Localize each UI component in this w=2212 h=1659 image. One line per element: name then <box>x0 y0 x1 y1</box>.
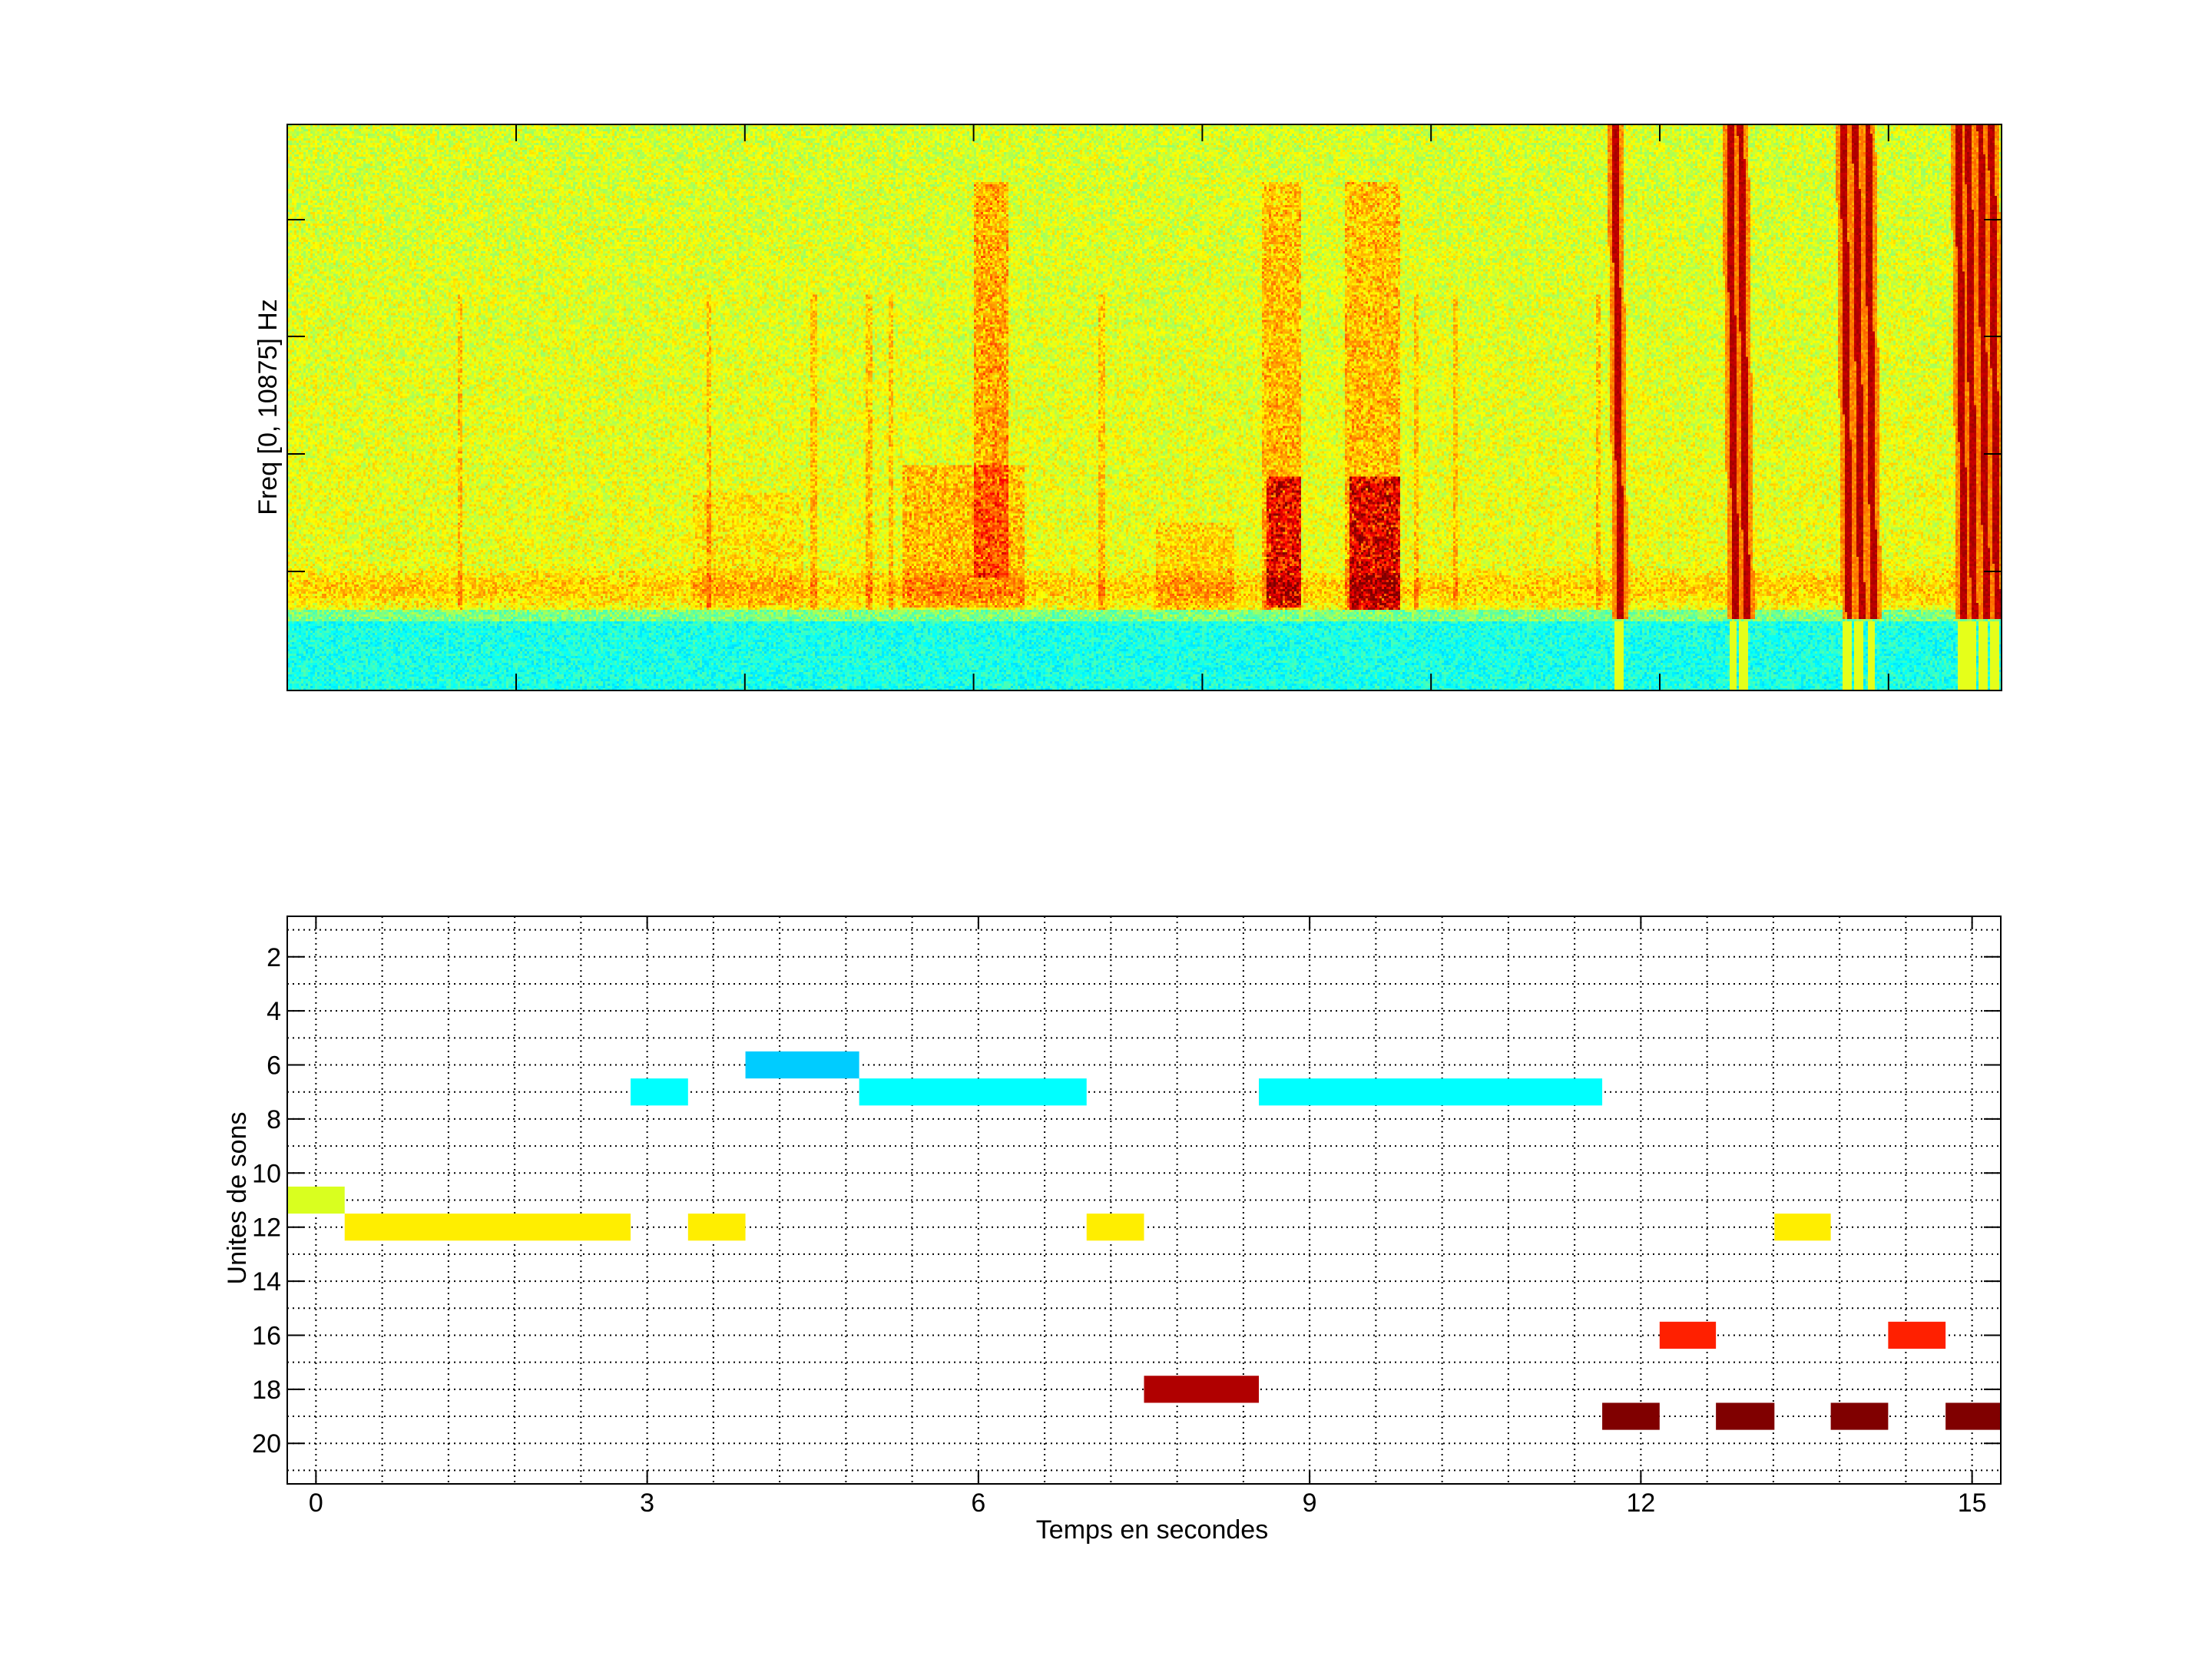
x-tick-label: 15 <box>1958 1488 1987 1518</box>
y-tick-label: 14 <box>252 1267 281 1296</box>
spectrogram-axes <box>286 124 2002 691</box>
y-tick-labels: 2 4 6 8 10 12 14 16 18 20 <box>252 943 281 1459</box>
segment-bar-unit-7 <box>859 1078 1087 1106</box>
y-tick-label: 2 <box>267 943 281 972</box>
axis-ticks <box>287 916 2001 1484</box>
x-tick-label: 9 <box>1303 1488 1317 1518</box>
y-tick-label: 6 <box>267 1051 281 1081</box>
segment-bar-unit-7 <box>1259 1078 1603 1106</box>
x-tick-labels: 0 3 6 9 12 15 <box>309 1488 1987 1518</box>
segment-bar-unit-12 <box>344 1214 631 1241</box>
segment-bar-unit-19 <box>1945 1402 2001 1430</box>
spectrogram-axes-frame <box>286 124 2002 691</box>
segment-bar-unit-19 <box>1716 1402 1775 1430</box>
x-tick-label: 0 <box>309 1488 323 1518</box>
y-tick-label: 20 <box>252 1429 281 1459</box>
y-tick-label: 16 <box>252 1321 281 1350</box>
segment-bar-unit-7 <box>631 1078 688 1106</box>
segments-axes: 0 3 6 9 12 15 2 4 6 8 10 12 14 16 18 20 <box>252 916 2002 1518</box>
spectrogram-ticks <box>287 124 2002 690</box>
segment-bar-unit-19 <box>1602 1402 1660 1430</box>
segment-bar-unit-6 <box>745 1051 859 1079</box>
spectrogram-ylabel: Freq [0, 10875] Hz <box>253 299 283 515</box>
y-tick-label: 12 <box>252 1214 281 1243</box>
y-tick-label: 8 <box>267 1105 281 1134</box>
segment-bar-unit-18 <box>1144 1376 1259 1403</box>
segment-bar-unit-12 <box>687 1214 746 1241</box>
y-tick-label: 10 <box>252 1159 281 1188</box>
segment-bars <box>287 1051 2001 1430</box>
segment-bar-unit-16 <box>1888 1321 1946 1349</box>
spectrogram-image <box>287 124 2002 690</box>
segment-bar-unit-12 <box>1086 1214 1144 1241</box>
y-tick-label: 18 <box>252 1376 281 1405</box>
segment-bar-unit-19 <box>1830 1402 1889 1430</box>
x-tick-label: 12 <box>1626 1488 1655 1518</box>
x-tick-label: 3 <box>640 1488 654 1518</box>
segments-axes-frame <box>286 916 2002 1485</box>
x-tick-label: 6 <box>971 1488 985 1518</box>
x-axis-label: Temps en secondes <box>1036 1515 1268 1545</box>
y-tick-label: 4 <box>267 997 281 1026</box>
y-axis-label: Unites de sons <box>223 1112 252 1285</box>
segment-bar-unit-16 <box>1659 1321 1717 1349</box>
segment-bar-unit-12 <box>1774 1214 1831 1241</box>
segment-bar-unit-11 <box>287 1186 345 1214</box>
